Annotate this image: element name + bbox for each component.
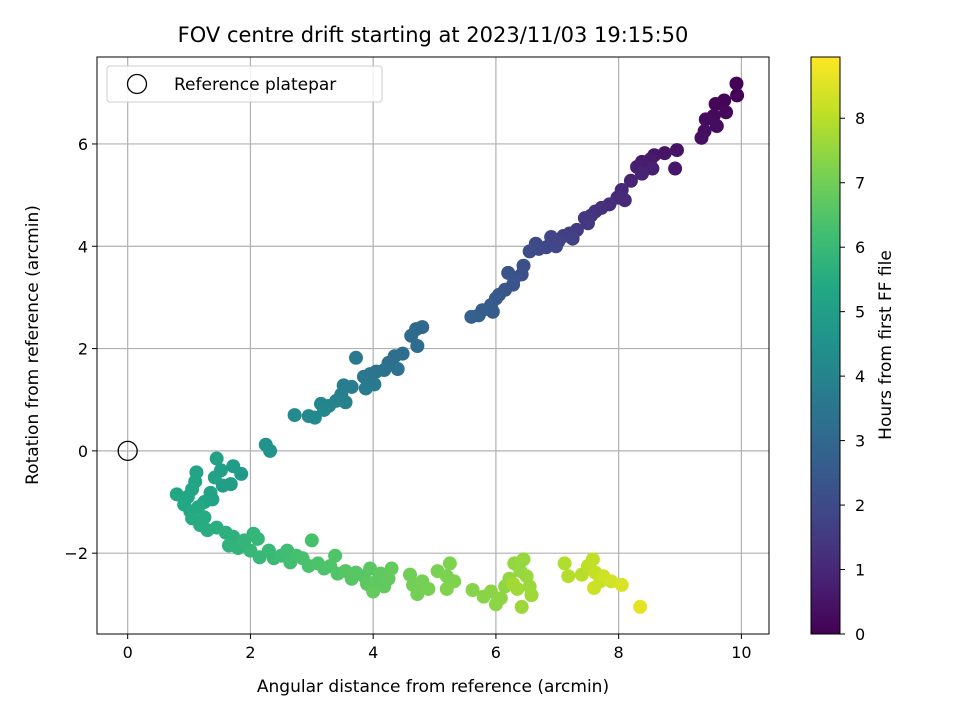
data-point <box>557 556 572 571</box>
data-point <box>668 161 683 176</box>
data-points <box>117 76 745 614</box>
colorbar: 0 1 2 3 4 5 6 7 8 Hours from first FF file <box>810 56 896 644</box>
data-point <box>209 451 224 466</box>
data-point <box>287 408 302 423</box>
data-point <box>390 362 405 377</box>
data-point <box>263 443 278 458</box>
data-point <box>410 587 425 602</box>
data-point <box>464 309 479 324</box>
data-point <box>404 328 419 343</box>
colorbar-tick-label: 5 <box>855 303 865 322</box>
colorbar-tick-label: 7 <box>855 174 865 193</box>
x-tick-label: 8 <box>614 643 624 662</box>
plot-frame <box>96 56 770 635</box>
data-point <box>729 76 744 91</box>
reference-platepar-marker <box>117 440 138 462</box>
data-point <box>657 146 672 161</box>
data-point <box>226 459 241 474</box>
grid-lines <box>97 57 769 634</box>
data-point <box>669 143 684 158</box>
data-point <box>524 588 539 603</box>
data-point <box>587 580 602 595</box>
data-point <box>465 583 480 598</box>
colorbar-gradient <box>811 57 840 634</box>
data-point <box>580 216 595 231</box>
colorbar-tick-label: 8 <box>855 109 865 128</box>
data-point <box>421 581 436 596</box>
data-point <box>207 470 222 485</box>
legend-marker-reference <box>126 73 148 95</box>
data-point <box>304 533 319 548</box>
data-point <box>485 304 500 319</box>
legend-entry-reference: Reference platepar <box>174 75 336 95</box>
y-tick-label: 0 <box>78 442 88 461</box>
data-point <box>501 265 516 280</box>
colorbar-tick-label: 0 <box>855 625 865 644</box>
data-point <box>384 561 399 576</box>
data-point <box>410 339 425 354</box>
chart-title: FOV centre drift starting at 2023/11/03 … <box>178 23 689 47</box>
colorbar-tick-label: 2 <box>855 496 865 515</box>
legend: Reference platepar <box>106 65 383 103</box>
x-tick-label: 0 <box>123 643 133 662</box>
x-tick-label: 4 <box>368 643 378 662</box>
data-point <box>493 591 508 606</box>
data-point <box>328 548 343 563</box>
data-point <box>442 556 457 571</box>
colorbar-tick-label: 4 <box>855 367 865 386</box>
data-point <box>522 244 537 259</box>
data-point <box>719 105 734 120</box>
y-axis-label: Rotation from reference (arcmin) <box>23 205 43 485</box>
data-point <box>614 577 629 592</box>
colorbar-label: Hours from first FF file <box>876 250 896 440</box>
legend-box <box>106 65 383 103</box>
x-axis-label: Angular distance from reference (arcmin) <box>257 677 609 697</box>
data-point <box>634 166 649 181</box>
data-point <box>561 569 576 584</box>
x-tick-label: 2 <box>245 643 255 662</box>
data-point <box>366 584 381 599</box>
data-point <box>439 581 454 596</box>
data-point <box>565 231 580 246</box>
y-axis-ticks: −2 0 2 4 6 <box>64 135 97 563</box>
data-point <box>250 531 265 546</box>
colorbar-tick-label: 6 <box>855 238 865 257</box>
y-tick-label: −2 <box>64 544 88 563</box>
data-point <box>694 130 709 145</box>
data-point <box>585 552 600 567</box>
data-point <box>633 599 648 614</box>
data-point <box>358 381 373 396</box>
x-axis-ticks: 0 2 4 6 8 10 <box>123 634 752 662</box>
data-point <box>730 88 745 103</box>
x-tick-label: 6 <box>491 643 501 662</box>
data-point <box>708 97 723 112</box>
data-point <box>169 487 184 502</box>
x-tick-label: 10 <box>731 643 751 662</box>
data-point <box>516 552 531 567</box>
data-point <box>645 161 660 176</box>
colorbar-tick-label: 1 <box>855 561 865 580</box>
data-point <box>348 350 363 365</box>
data-point <box>191 500 206 515</box>
y-tick-label: 2 <box>78 340 88 359</box>
data-point <box>623 173 638 188</box>
data-point <box>514 599 529 614</box>
y-tick-label: 4 <box>78 237 88 256</box>
y-tick-label: 6 <box>78 135 88 154</box>
data-point <box>307 410 322 425</box>
data-point <box>506 576 521 591</box>
data-point <box>483 584 498 599</box>
colorbar-frame <box>810 56 841 635</box>
data-point <box>698 112 713 127</box>
data-point <box>317 402 332 417</box>
colorbar-tick-label: 3 <box>855 432 865 451</box>
data-point <box>363 561 378 576</box>
data-point <box>356 369 371 384</box>
data-point <box>709 119 724 134</box>
colorbar-ticks: 0 1 2 3 4 5 6 7 8 <box>840 109 865 644</box>
